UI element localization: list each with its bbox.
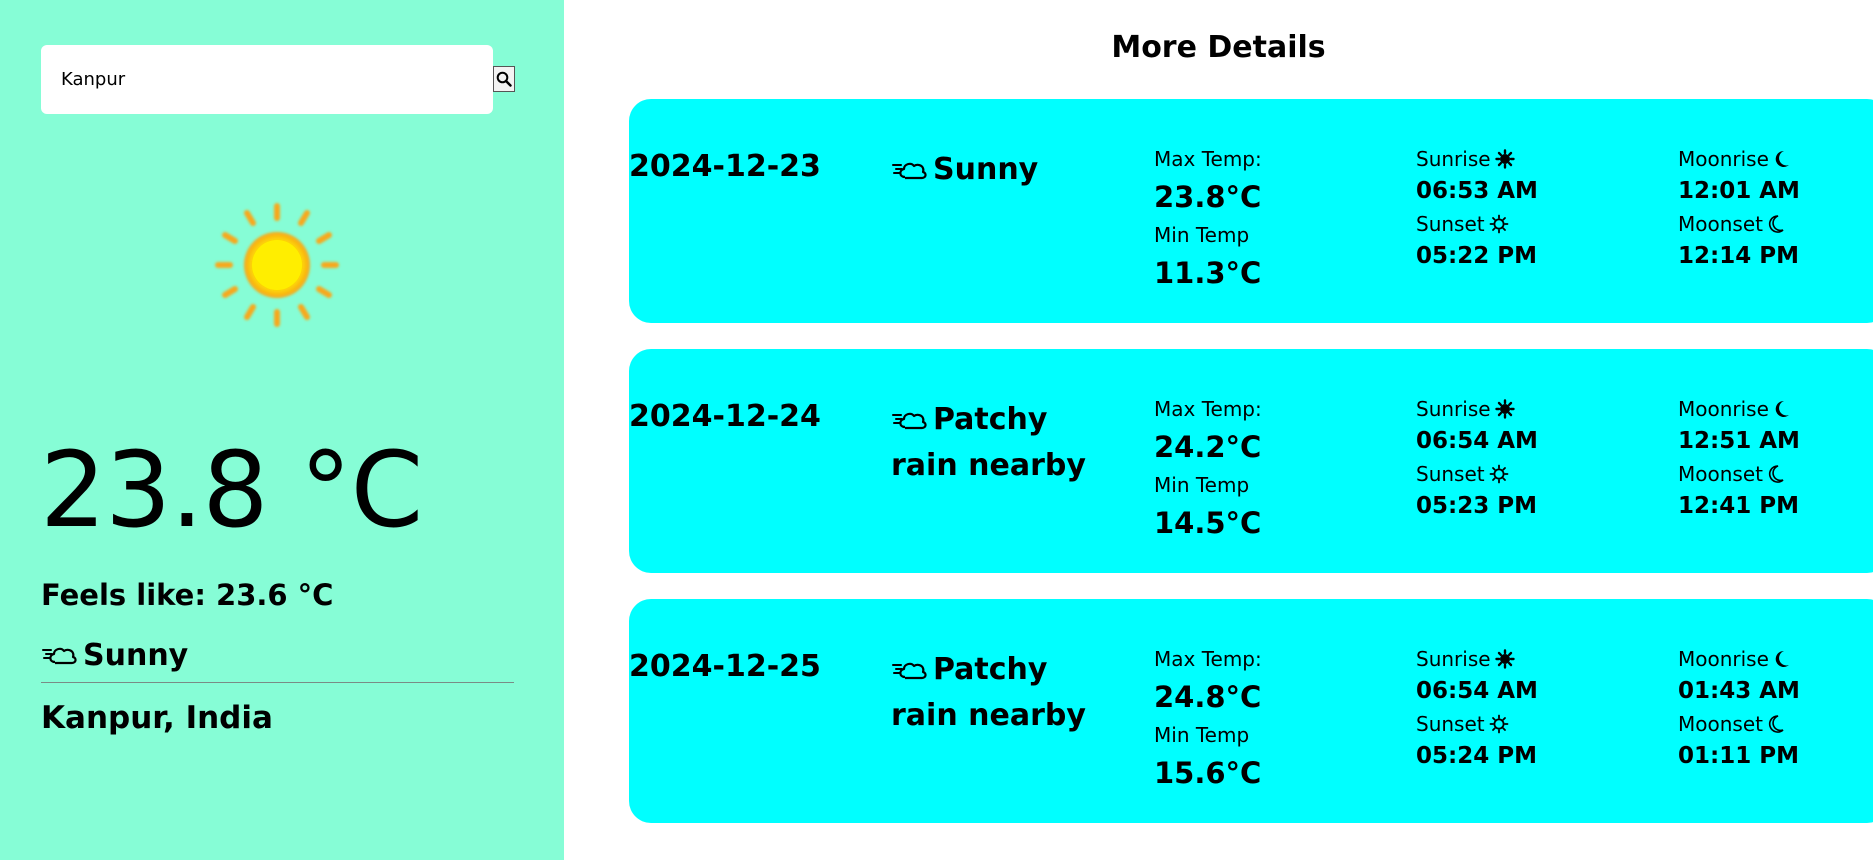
moonset-value: 12:41 PM (1678, 493, 1799, 519)
min-temp-value: 15.6°C (1154, 756, 1262, 790)
moonset-label: Moonset (1678, 212, 1800, 236)
cloud-wind-icon (42, 647, 77, 664)
current-temperature: 23.8 °C (40, 429, 423, 551)
moonrise-value: 01:43 AM (1678, 678, 1800, 704)
sunrise-icon (1494, 399, 1515, 419)
details-title: More Details (1111, 30, 1326, 65)
sunrise-label: Sunrise (1416, 397, 1538, 421)
sunset-value: 05:23 PM (1416, 493, 1537, 519)
temperature-column: Max Temp: 24.8°C Min Temp 15.6°C (1154, 647, 1262, 799)
forecast-date: 2024-12-23 (629, 149, 821, 184)
min-temp-label: Min Temp (1154, 223, 1250, 247)
sunset-icon (1489, 214, 1509, 234)
moonrise-icon (1775, 650, 1789, 667)
moonset-icon (1768, 215, 1784, 233)
sunrise-value: 06:54 AM (1416, 428, 1538, 454)
sunset-label: Sunset (1416, 712, 1538, 736)
temperature-column: Max Temp: 23.8°C Min Temp 11.3°C (1154, 147, 1262, 299)
divider (41, 682, 514, 683)
cloud-wind-icon (892, 162, 927, 180)
search-bar (41, 45, 515, 114)
sunrise-value: 06:54 AM (1416, 678, 1538, 704)
sun-column: Sunrise 06:54 AM Sunset (1416, 397, 1538, 527)
moonrise-label: Moonrise (1678, 647, 1800, 671)
search-icon (496, 71, 512, 87)
min-temp-label: Min Temp (1154, 473, 1250, 497)
moon-column: Moonrise 12:01 AM Moonset 12:14 PM (1678, 147, 1800, 277)
moon-column: Moonrise 12:51 AM Moonset 12:41 PM (1678, 397, 1800, 527)
current-condition: Sunny (41, 638, 188, 673)
forecast-condition-label: Patchy rain nearby (891, 402, 1086, 483)
sunset-icon (1489, 464, 1509, 484)
current-condition-label: Sunny (83, 638, 189, 673)
sun-column: Sunrise 06:54 AM Sunset (1416, 647, 1538, 777)
sunrise-label: Sunrise (1416, 647, 1538, 671)
cloud-wind-icon (892, 412, 927, 430)
moonset-icon (1768, 465, 1784, 483)
moonset-label: Moonset (1678, 712, 1800, 736)
feels-like: Feels like: 23.6 °C (41, 578, 334, 612)
sunset-label: Sunset (1416, 212, 1538, 236)
min-temp-label: Min Temp (1154, 723, 1250, 747)
max-temp-value: 24.8°C (1154, 680, 1262, 714)
sunrise-icon (1494, 149, 1515, 169)
moonset-value: 12:14 PM (1678, 243, 1799, 269)
cloud-wind-icon (892, 662, 927, 680)
moonrise-icon (1775, 150, 1789, 167)
sunset-value: 05:22 PM (1416, 243, 1537, 269)
sunrise-value: 06:53 AM (1416, 178, 1538, 204)
moonrise-value: 12:01 AM (1678, 178, 1800, 204)
sunrise-label: Sunrise (1416, 147, 1538, 171)
sunset-value: 05:24 PM (1416, 743, 1537, 769)
sun-icon (215, 203, 339, 327)
sunrise-icon (1494, 649, 1515, 669)
forecast-card: 2024-12-23 Sunny Max Temp: 23.8°C Min Te… (629, 99, 1873, 323)
moonset-label: Moonset (1678, 462, 1800, 486)
moonrise-icon (1775, 400, 1789, 417)
moonset-icon (1768, 715, 1784, 733)
temperature-column: Max Temp: 24.2°C Min Temp 14.5°C (1154, 397, 1262, 549)
forecast-card: 2024-12-25 Patchy rain nearby Max Temp: … (629, 599, 1873, 823)
sunset-icon (1489, 714, 1509, 734)
moonrise-value: 12:51 AM (1678, 428, 1800, 454)
forecast-condition: Patchy rain nearby (891, 647, 1121, 739)
forecast-condition: Patchy rain nearby (891, 397, 1121, 489)
max-temp-value: 24.2°C (1154, 430, 1262, 464)
moonrise-label: Moonrise (1678, 147, 1800, 171)
forecast-condition: Sunny (891, 147, 1121, 193)
forecast-condition-label: Sunny (933, 152, 1039, 187)
moon-column: Moonrise 01:43 AM Moonset 01:11 PM (1678, 647, 1800, 777)
forecast-condition-label: Patchy rain nearby (891, 652, 1086, 733)
forecast-card: 2024-12-24 Patchy rain nearby Max Temp: … (629, 349, 1873, 573)
moonrise-label: Moonrise (1678, 397, 1800, 421)
moonset-value: 01:11 PM (1678, 743, 1799, 769)
forecast-date: 2024-12-24 (629, 399, 821, 434)
min-temp-value: 11.3°C (1154, 256, 1262, 290)
max-temp-value: 23.8°C (1154, 180, 1262, 214)
max-temp-label: Max Temp: (1154, 147, 1262, 171)
sun-column: Sunrise 06:53 AM Sunset (1416, 147, 1538, 277)
max-temp-label: Max Temp: (1154, 647, 1262, 671)
min-temp-value: 14.5°C (1154, 506, 1262, 540)
location: Kanpur, India (41, 700, 273, 736)
sidebar: 23.8 °C Feels like: 23.6 °C Sunny Kanpur… (0, 0, 564, 860)
search-input[interactable] (41, 45, 493, 114)
search-button[interactable] (493, 66, 515, 92)
sunset-label: Sunset (1416, 462, 1538, 486)
forecast-date: 2024-12-25 (629, 649, 821, 684)
max-temp-label: Max Temp: (1154, 397, 1262, 421)
